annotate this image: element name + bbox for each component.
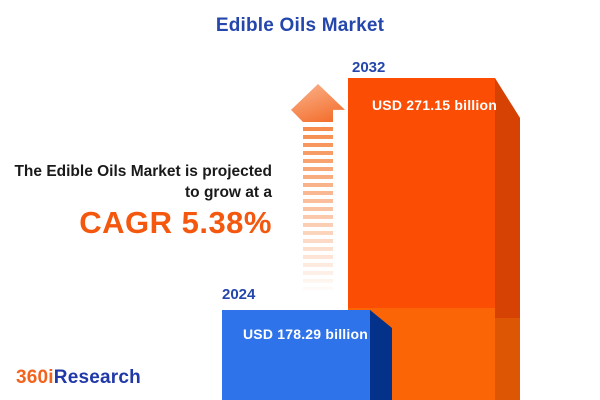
tagline: The Edible Oils Market is projected to g… [0,161,272,240]
bar-2024 [222,310,370,400]
growth-arrow-icon [291,84,345,122]
tagline-line1: The Edible Oils Market is projected [14,163,272,180]
bar-label-2024: 2024 [222,286,256,303]
bar-value-2032: USD 271.15 billion [372,97,497,113]
brand-logo-part2: Research [53,367,141,388]
tagline-line2: to grow at a [185,184,272,201]
page-title: Edible Oils Market [215,15,385,36]
bar-2032-side-face [495,78,520,400]
growth-arrow-stripes [303,127,333,290]
brand-logo: 360iResearch [16,367,141,389]
cagr-value: CAGR 5.38% [79,205,272,240]
bar-2024-side-face [370,310,392,400]
bar-label-2032: 2032 [352,59,386,76]
brand-logo-part1: 360i [16,367,54,388]
bar-value-2024: USD 178.29 billion [243,326,368,342]
